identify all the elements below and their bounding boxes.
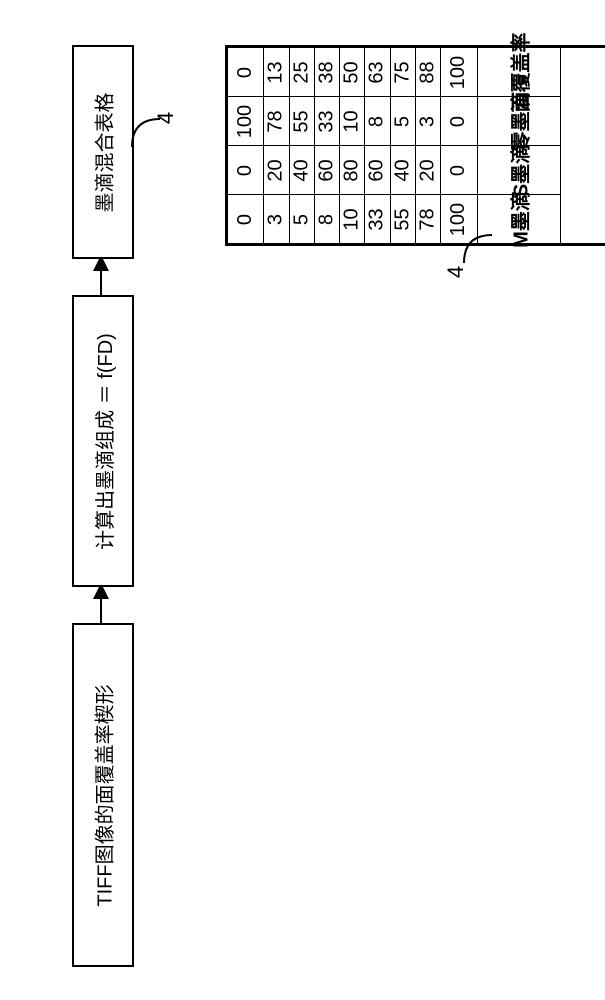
- flow-box-drop-mix-table: 墨滴混合表格: [72, 45, 134, 259]
- table-cell: 0: [441, 97, 477, 146]
- table-cell-value: 5: [290, 208, 313, 230]
- table-cell-value: 8: [316, 208, 339, 230]
- callout-curve-table: [464, 235, 504, 275]
- table-cell-value: 55: [290, 110, 313, 132]
- flow-box-tiff-coverage: TIFF图像的面覆盖率楔形: [72, 623, 134, 967]
- callout-curve-box3: [132, 119, 172, 159]
- table-cell: 3: [264, 195, 289, 244]
- table-cell: 20: [264, 146, 289, 195]
- table-cell: 10: [340, 195, 365, 244]
- table-cell-value: 0: [234, 202, 257, 235]
- table-cell: 40: [390, 146, 415, 195]
- table-row: 035810335578100M墨滴: [228, 195, 605, 244]
- table-cell-value: 55: [391, 208, 414, 230]
- table-cell-value: 0: [234, 55, 257, 88]
- table-cell-value: 63: [366, 61, 389, 83]
- table-cell: 100: [228, 97, 264, 146]
- table-cell: 0: [228, 48, 264, 97]
- table-cell-value: 100: [447, 55, 470, 88]
- table-cell: 80: [340, 146, 365, 195]
- table-cell-value: 0: [447, 153, 470, 186]
- table-col-header-label: M墨滴: [504, 179, 533, 259]
- table-cell: 10: [340, 97, 365, 146]
- table-cell-value: 20: [417, 159, 440, 181]
- table-cell-value: 13: [265, 61, 288, 83]
- table-cell-value: 20: [265, 159, 288, 181]
- table-cell-value: 60: [366, 159, 389, 181]
- table-cell-value: 3: [417, 110, 440, 132]
- table-cell-value: 60: [316, 159, 339, 181]
- table-cell-value: 5: [391, 110, 414, 132]
- flow-box-label: TIFF图像的面覆盖率楔形: [89, 684, 118, 906]
- table-cell-value: 33: [316, 110, 339, 132]
- table-cell: 38: [314, 48, 339, 97]
- flow-arrow-2: [100, 269, 102, 295]
- table-cell-value: 80: [341, 159, 364, 181]
- table-title: 墨滴混合表格: [560, 48, 605, 244]
- table-cell: 78: [264, 97, 289, 146]
- table-cell-value: 75: [391, 61, 414, 83]
- table-cell: 78: [415, 195, 440, 244]
- table-cell: 0: [441, 146, 477, 195]
- flow-box-compute-drop-composition: 计算出墨滴组成 ＝ f(FD): [72, 295, 134, 587]
- table-cell-value: 25: [290, 61, 313, 83]
- table-cell: 8: [314, 195, 339, 244]
- table-cell: 8: [365, 97, 390, 146]
- table-cell: 50: [340, 48, 365, 97]
- callout-label-box3: 4: [153, 111, 179, 123]
- table-cell-value: 0: [447, 104, 470, 137]
- table-cell: 20: [415, 146, 440, 195]
- table-cell-value: 3: [265, 208, 288, 230]
- table-cell-value: 88: [417, 61, 440, 83]
- table-cell-value: 38: [316, 61, 339, 83]
- table-cell-value: 10: [341, 110, 364, 132]
- table-cell-value: 40: [290, 159, 313, 181]
- table-cell: 3: [415, 97, 440, 146]
- table-cell: 13: [264, 48, 289, 97]
- table-cell: 75: [390, 48, 415, 97]
- flow-box-label: 计算出墨滴组成 ＝ f(FD): [89, 333, 118, 550]
- table-cell: 60: [314, 146, 339, 195]
- table-row: 0204060806040200S墨滴: [228, 146, 605, 195]
- drop-mix-table: 013253850637588100面覆盖率墨滴混合表格100785533108…: [225, 45, 605, 246]
- table-cell: 88: [415, 48, 440, 97]
- table-cell: 0: [228, 195, 264, 244]
- table-cell: 100: [441, 48, 477, 97]
- table-cell-value: 78: [417, 208, 440, 230]
- table-cell-value: 100: [234, 104, 257, 137]
- table-cell-value: 10: [341, 208, 364, 230]
- flow-arrow-1: [100, 597, 102, 623]
- table-row: 100785533108530零墨滴: [228, 97, 605, 146]
- table-cell-value: 0: [234, 153, 257, 186]
- table-cell: 40: [289, 146, 314, 195]
- table-cell-value: 50: [341, 61, 364, 83]
- table-cell: 55: [390, 195, 415, 244]
- callout-label-table: 4: [443, 266, 469, 278]
- table-cell-value: 40: [391, 159, 414, 181]
- table-row: 013253850637588100面覆盖率墨滴混合表格: [228, 48, 605, 97]
- table-cell-value: 100: [447, 202, 470, 235]
- table-cell-value: 78: [265, 110, 288, 132]
- table-cell-value: 8: [366, 110, 389, 132]
- flow-box-label: 墨滴混合表格: [89, 92, 118, 212]
- table-cell: 63: [365, 48, 390, 97]
- table-cell: 5: [289, 195, 314, 244]
- table-cell-value: 33: [366, 208, 389, 230]
- drop-mix-table-grid: 013253850637588100面覆盖率墨滴混合表格100785533108…: [227, 47, 605, 244]
- table-cell: 33: [314, 97, 339, 146]
- table-cell: 0: [228, 146, 264, 195]
- table-cell: 60: [365, 146, 390, 195]
- table-cell: 25: [289, 48, 314, 97]
- table-cell: 55: [289, 97, 314, 146]
- table-cell: 5: [390, 97, 415, 146]
- table-cell: 33: [365, 195, 390, 244]
